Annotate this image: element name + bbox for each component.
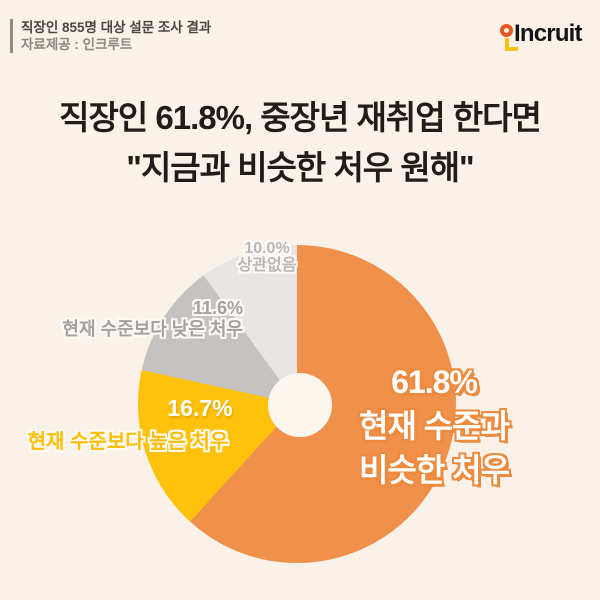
logo-wordmark: Incruit xyxy=(514,20,583,47)
slice-label-similar-pct: 61.8% xyxy=(391,364,478,400)
slice-label-lower-pct: 11.6% xyxy=(192,298,243,318)
slice-label-similar: 61.8% 현재 수준과 비슷한 처우 xyxy=(348,360,520,492)
page-title-line2: "지금과 비슷한 처우 원해" xyxy=(126,149,474,186)
slice-label-similar-line2: 비슷한 처우 xyxy=(358,452,510,488)
slice-label-higher-text: 현재 수준보다 높은 처우 xyxy=(27,431,229,453)
slice-label-any-pct: 10.0% xyxy=(244,240,290,257)
data-provider-text: 자료제공 : 인크루트 xyxy=(21,37,133,52)
incruit-logo: Incruit xyxy=(498,18,593,56)
slice-label-higher-pct: 16.7% xyxy=(167,395,233,421)
logo-l-icon xyxy=(505,38,518,51)
donut-hole xyxy=(268,373,332,437)
slice-label-any-text: 상관없음 xyxy=(237,257,297,274)
page-title-line1: 직장인 61.8%, 중장년 재취업 한다면 xyxy=(59,99,542,136)
slice-label-similar-line1: 현재 수준과 xyxy=(358,408,510,444)
survey-sample-text: 직장인 855명 대상 설문 조사 결과 xyxy=(21,20,212,35)
logo-ring-icon xyxy=(500,24,513,37)
page-title: 직장인 61.8%, 중장년 재취업 한다면 "지금과 비슷한 처우 원해" xyxy=(0,93,600,193)
slice-label-any: 10.0% 상관없음 xyxy=(217,240,317,274)
source-note: 직장인 855명 대상 설문 조사 결과 자료제공 : 인크루트 xyxy=(10,19,211,53)
slice-label-lower-text: 현재 수준보다 낮은 처우 xyxy=(62,319,243,339)
source-note-divider xyxy=(10,19,13,53)
slice-label-lower: 11.6% 현재 수준보다 낮은 처우 xyxy=(33,298,243,340)
